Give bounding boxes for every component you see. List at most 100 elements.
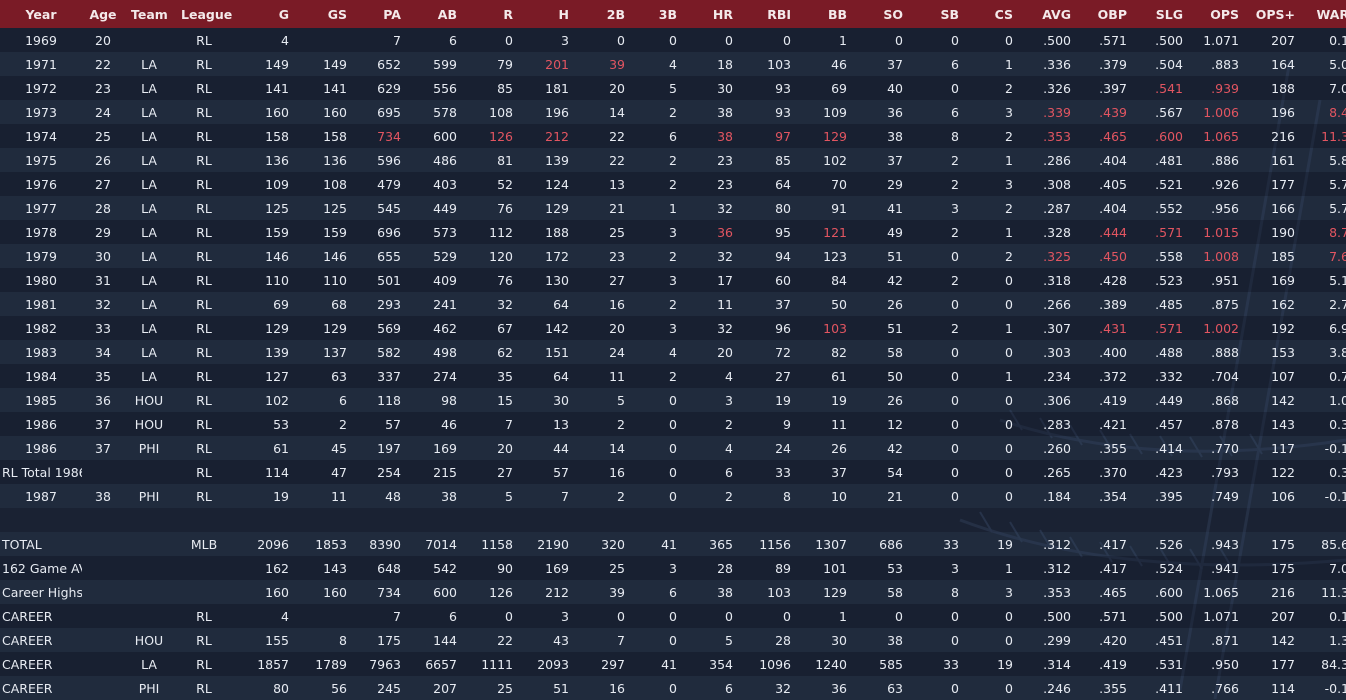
cell-cs: 0 [1005,32,1013,48]
cell-3b: 41 [661,536,677,552]
cell-hr: 354 [709,656,733,672]
cell-obp: .419 [1099,656,1127,672]
cell-so: 58 [887,584,903,600]
column-header-avg[interactable]: AVG [1042,6,1071,22]
cell-3b: 4 [669,56,677,72]
column-header-2b[interactable]: 2B [606,6,625,22]
column-header-obp[interactable]: OBP [1097,6,1127,22]
cell-year: 1985 [25,392,57,408]
cell-pa: 7963 [369,656,401,672]
cell-g: 4 [281,608,289,624]
cell-gs [296,28,354,52]
table-row: TOTAL MLB 2096 1853 8390 7014 1158 2190 320 41 365… [0,532,1346,556]
cell-ops: 1.008 [1203,248,1239,264]
cell-team: LA [141,296,157,312]
cell-slg: .523 [1155,272,1183,288]
cell-2b: 22 [609,152,625,168]
column-header-ops[interactable]: OPS [1210,6,1239,22]
cell-year: 1983 [25,344,57,360]
column-header-age[interactable]: Age [89,6,117,22]
cell-year: 1976 [25,176,57,192]
column-header-r[interactable]: R [503,6,513,22]
cell-h: 181 [545,80,569,96]
cell-age: 31 [95,272,111,288]
column-header-team[interactable]: Team [131,6,168,22]
cell-g: 80 [273,680,289,696]
cell-slg: .552 [1155,200,1183,216]
cell-age: 26 [95,152,111,168]
cell-age: 23 [95,80,111,96]
cell-pa: 629 [377,80,401,96]
cell-ops-: 142 [1271,392,1295,408]
cell-2b: 39 [609,56,625,72]
cell-ops-: 153 [1271,344,1295,360]
cell-team [124,556,174,580]
cell-pa: 696 [377,224,401,240]
cell-ops: .951 [1211,272,1239,288]
cell-h: 212 [545,584,569,600]
cell-so: 53 [887,560,903,576]
table-row: 1969 20 RL 4 7 6 0 3 0 0 0 0 1 0 0 0 .500 .571 .500 1.071 20… [0,28,1346,52]
cell-obp: .571 [1099,32,1127,48]
column-header-rbi[interactable]: RBI [767,6,791,22]
cell-h: 212 [545,128,569,144]
cell-year: 1986 [25,416,57,432]
cell-2b: 16 [609,296,625,312]
column-header-league[interactable]: League [181,6,233,22]
cell-bb: 46 [831,56,847,72]
column-header-gs[interactable]: GS [327,6,347,22]
column-header-so[interactable]: SO [883,6,903,22]
cell-h: 7 [561,488,569,504]
cell-sb: 0 [951,440,959,456]
cell-age [82,580,124,604]
cell-h: 3 [561,608,569,624]
column-header-cs[interactable]: CS [994,6,1013,22]
cell-sb: 33 [943,536,959,552]
column-header-sb[interactable]: SB [940,6,959,22]
column-header-pa[interactable]: PA [383,6,401,22]
cell-3b: 6 [669,584,677,600]
cell-3b: 0 [669,392,677,408]
cell-cs: 0 [1005,632,1013,648]
column-header-ops-[interactable]: OPS+ [1255,6,1295,22]
cell-ops: .868 [1211,392,1239,408]
cell-ops-: 185 [1271,248,1295,264]
cell-sb: 0 [951,488,959,504]
table-row: CAREER HOU RL 155 8 175 144 22 43 7 0 5 28 30 38 0 0 .299… [0,628,1346,652]
cell-war: 0.1 [1329,32,1346,48]
cell-age: 28 [95,200,111,216]
cell-ab: 498 [433,344,457,360]
column-header-hr[interactable]: HR [712,6,733,22]
cell-g: 160 [265,584,289,600]
table-row: RL Total 1986 RL 114 47 254 215 27 57 16 0 6 33 37 54… [0,460,1346,484]
cell-g: 19 [273,488,289,504]
cell-ab: 6657 [425,656,457,672]
column-header-bb[interactable]: BB [827,6,847,22]
column-header-g[interactable]: G [278,6,289,22]
cell-slg: .500 [1155,32,1183,48]
cell-war: 0.3 [1329,464,1346,480]
cell-slg: .541 [1155,80,1183,96]
cell-ops: .770 [1211,440,1239,456]
column-header-ab[interactable]: AB [437,6,457,22]
cell-h: 169 [545,560,569,576]
cell-r: 81 [497,152,513,168]
cell-avg: .353 [1043,128,1071,144]
cell-hr: 2 [725,416,733,432]
cell-pa: 7 [393,608,401,624]
cell-so: 0 [895,608,903,624]
column-header-3b[interactable]: 3B [658,6,677,22]
cell-obp: .379 [1099,56,1127,72]
column-header-h[interactable]: H [558,6,569,22]
cell-bb: 101 [823,560,847,576]
cell-team: LA [141,248,157,264]
cell-so: 40 [887,80,903,96]
table-row: Career Highs 160 160 734 600 126 212 39 6 38 103 12… [0,580,1346,604]
column-header-slg[interactable]: SLG [1155,6,1183,22]
cell-ab: 600 [433,128,457,144]
cell-so: 42 [887,272,903,288]
column-header-year[interactable]: Year [25,6,57,22]
cell-cs: 1 [1005,368,1013,384]
column-header-war[interactable]: WAR [1316,6,1346,22]
